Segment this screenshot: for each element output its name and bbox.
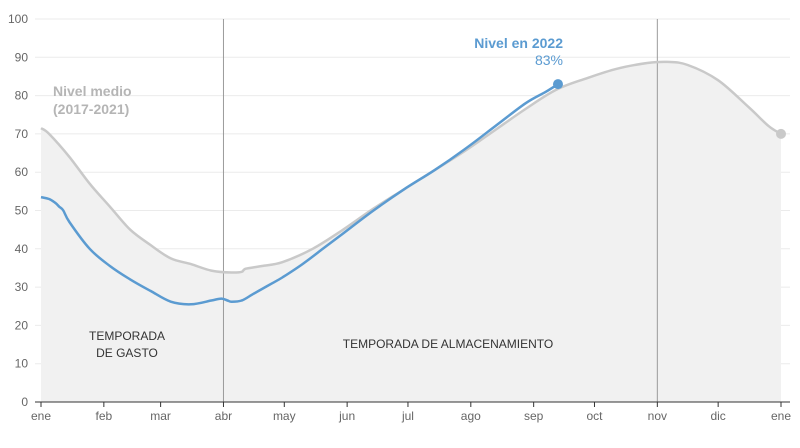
y-tick-label: 70 [15, 127, 29, 141]
y-tick-label: 0 [21, 395, 28, 409]
x-tick-label: nov [648, 409, 667, 423]
x-tick-label: sep [524, 409, 544, 423]
y-tick-label: 50 [15, 204, 29, 218]
average-level-end-point [776, 128, 786, 139]
y-axis-ticks: 0 10 20 30 40 50 60 70 80 90 100 [8, 12, 28, 409]
average-level-period-label: (2017-2021) [53, 101, 129, 117]
season-store-label: TEMPORADA DE ALMACENAMIENTO [343, 337, 554, 351]
average-level-area [41, 61, 781, 403]
season-dividers [222, 19, 658, 402]
y-tick-label: 80 [15, 89, 29, 103]
y-tick-label: 90 [15, 50, 29, 64]
y-tick-label: 60 [15, 165, 29, 179]
average-level-label: Nivel medio [53, 83, 132, 99]
y-tick-label: 40 [15, 242, 29, 256]
level-2022-line [40, 83, 559, 306]
y-tick-label: 20 [15, 318, 29, 332]
x-tick-label: jul [401, 409, 414, 423]
x-tick-label: mar [150, 409, 171, 423]
x-axis-ticks: ene feb mar abr may jun jul ago sep oct nov dic ene [31, 402, 791, 423]
average-level-line [40, 60, 782, 274]
y-tick-label: 30 [15, 280, 29, 294]
x-tick-label: ene [771, 409, 791, 423]
x-tick-label: may [273, 409, 296, 423]
season-labels: TEMPORADA DE GASTO TEMPORADA DE ALMACENA… [89, 329, 553, 360]
x-tick-label: jun [338, 409, 355, 423]
annotations: Nivel medio (2017-2021) Nivel en 2022 83… [53, 35, 563, 117]
level-2022-end-point [552, 79, 563, 90]
level-2022-label: Nivel en 2022 [474, 35, 563, 51]
x-tick-label: ene [31, 409, 51, 423]
y-tick-label: 100 [8, 12, 28, 26]
season-spend-label-line2: DE GASTO [96, 346, 158, 360]
x-tick-label: feb [96, 409, 113, 423]
level-2022-value: 83% [535, 52, 563, 68]
x-tick-label: oct [586, 409, 603, 423]
x-tick-label: abr [215, 409, 232, 423]
season-spend-label-line1: TEMPORADA [89, 329, 165, 343]
y-tick-label: 10 [15, 357, 29, 371]
x-tick-label: dic [710, 409, 725, 423]
x-tick-label: ago [461, 409, 481, 423]
